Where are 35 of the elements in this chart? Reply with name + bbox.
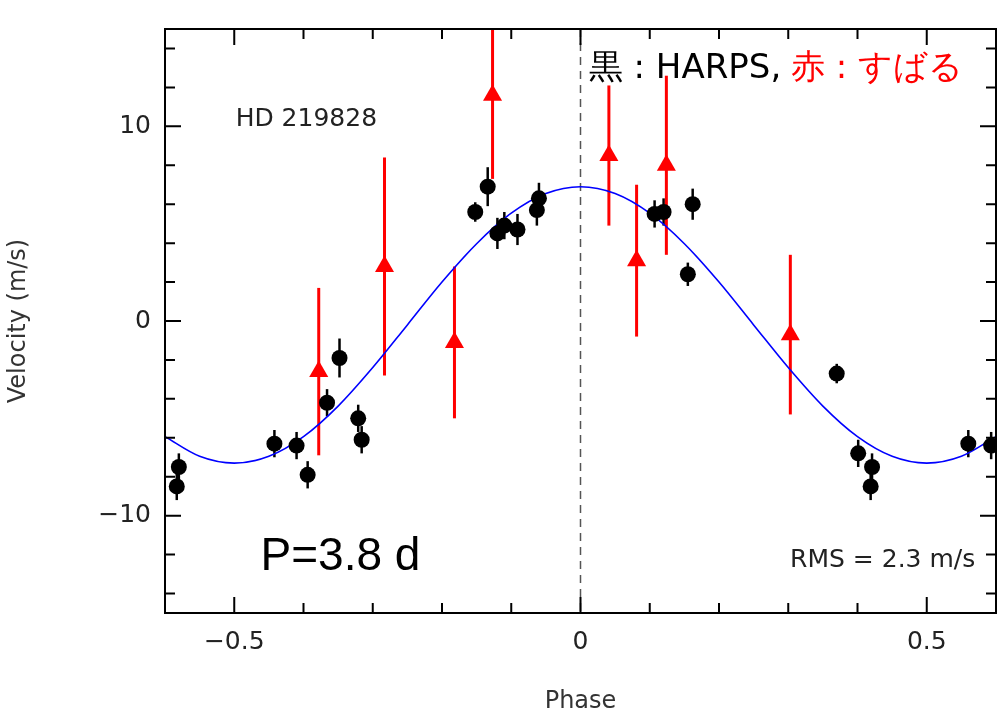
point bbox=[266, 435, 283, 452]
point bbox=[684, 196, 701, 213]
point bbox=[479, 178, 496, 195]
point bbox=[350, 410, 367, 427]
point bbox=[850, 445, 867, 462]
point bbox=[862, 478, 879, 495]
point bbox=[319, 394, 336, 411]
annotation: RMS = 2.3 m/s bbox=[790, 543, 976, 573]
y-tick-label: 10 bbox=[119, 109, 151, 139]
annotation: 赤 : すばる bbox=[791, 46, 964, 87]
point bbox=[960, 435, 977, 452]
point bbox=[168, 478, 185, 495]
point bbox=[331, 349, 348, 366]
point bbox=[530, 190, 547, 207]
y-tick-label: −10 bbox=[98, 499, 151, 529]
annotation: 黒 : HARPS, bbox=[588, 46, 782, 87]
point bbox=[288, 437, 305, 454]
point bbox=[467, 203, 484, 220]
x-tick-label: 0 bbox=[572, 625, 589, 655]
x-tick-label: 0.5 bbox=[906, 625, 947, 655]
annotation: HD 219828 bbox=[235, 102, 378, 132]
y-tick-label: 0 bbox=[135, 304, 151, 334]
point bbox=[299, 466, 316, 483]
y-axis-title: Velocity (m/s) bbox=[2, 238, 31, 404]
point bbox=[170, 459, 187, 475]
annotation: P=3.8 d bbox=[260, 528, 421, 581]
x-tick-label: −0.5 bbox=[203, 625, 265, 655]
x-axis-title: Phase bbox=[544, 685, 617, 714]
point bbox=[679, 266, 696, 283]
point bbox=[496, 217, 513, 234]
point bbox=[864, 459, 881, 475]
point bbox=[509, 221, 526, 238]
point bbox=[353, 431, 370, 448]
point bbox=[655, 203, 672, 220]
point bbox=[828, 365, 845, 382]
